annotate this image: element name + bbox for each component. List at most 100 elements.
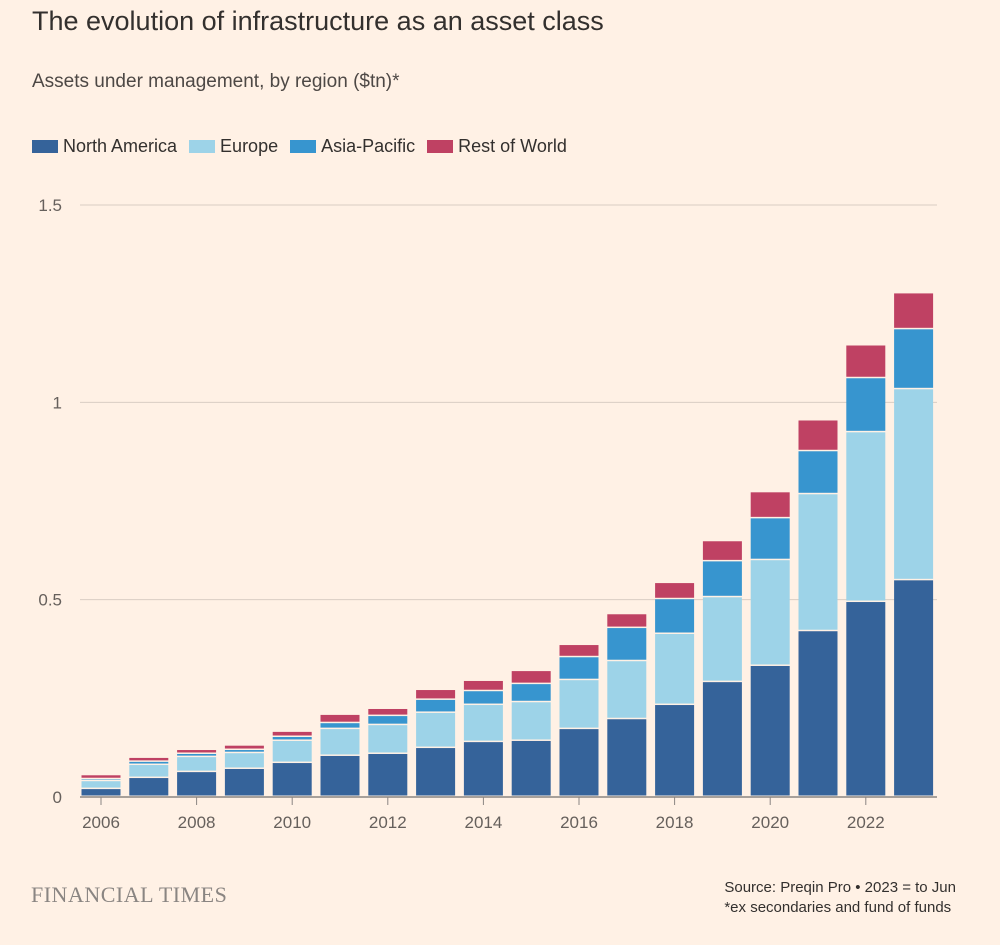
footnote-text: *ex secondaries and fund of funds xyxy=(724,899,952,916)
bar-segment-north-america xyxy=(798,631,838,796)
bar-segment-asia-pacific xyxy=(702,561,742,596)
bar-segment-rest-of-world xyxy=(607,614,647,627)
y-tick-label: 1 xyxy=(53,393,62,412)
legend-swatch xyxy=(290,140,317,153)
source-note: Source: Preqin Pro • 2023 = to Jun *ex s… xyxy=(724,878,956,918)
y-tick-label: 0.5 xyxy=(38,591,62,610)
legend-label: Asia-Pacific xyxy=(321,136,416,156)
bar-segment-north-america xyxy=(655,705,695,796)
chart-title: The evolution of infrastructure as an as… xyxy=(32,6,604,36)
bar-segment-asia-pacific xyxy=(750,518,790,559)
y-tick-label: 0 xyxy=(53,788,62,807)
bar-segment-rest-of-world xyxy=(272,731,312,736)
bar-segment-north-america xyxy=(463,742,503,796)
bar-segment-asia-pacific xyxy=(272,737,312,740)
legend-item-asia-pacific: Asia-Pacific xyxy=(290,136,415,157)
x-tick-label: 2012 xyxy=(369,813,407,832)
bar-segment-asia-pacific xyxy=(368,716,408,724)
bar-segment-north-america xyxy=(177,772,217,796)
bar-segment-north-america xyxy=(320,755,360,796)
bar-segment-europe xyxy=(559,680,599,728)
legend-item-north-america: North America xyxy=(32,136,177,157)
legend-swatch xyxy=(427,140,454,153)
bar-segment-europe xyxy=(511,702,551,740)
bar-segment-north-america xyxy=(559,729,599,796)
x-tick-label: 2006 xyxy=(82,813,120,832)
bar-segment-rest-of-world xyxy=(655,583,695,598)
bar-segment-europe xyxy=(81,781,121,788)
bar-segment-asia-pacific xyxy=(177,753,217,756)
legend-swatch xyxy=(189,140,216,153)
bar-segment-europe xyxy=(272,740,312,762)
ft-logo: FINANCIAL TIMES xyxy=(31,882,228,907)
bar-segment-north-america xyxy=(272,763,312,796)
bar-segment-north-america xyxy=(702,682,742,796)
bar-segment-europe xyxy=(416,712,456,747)
bar-segment-rest-of-world xyxy=(846,345,886,377)
bar-segment-asia-pacific xyxy=(463,691,503,704)
y-tick-label: 1.5 xyxy=(38,196,62,215)
bar-segment-europe xyxy=(798,494,838,630)
bar-segment-asia-pacific xyxy=(798,451,838,493)
bar-segment-north-america xyxy=(129,778,169,796)
bar-segment-europe xyxy=(607,661,647,718)
legend: North America Europe Asia-Pacific Rest o… xyxy=(32,136,567,157)
bar-segment-rest-of-world xyxy=(368,708,408,715)
legend-item-rest-of-world: Rest of World xyxy=(427,136,567,157)
x-tick-label: 2010 xyxy=(273,813,311,832)
x-tick-label: 2018 xyxy=(656,813,694,832)
bar-segment-north-america xyxy=(846,602,886,796)
bar-segment-rest-of-world xyxy=(750,492,790,517)
chart-subtitle: Assets under management, by region ($tn)… xyxy=(32,71,400,92)
bar-segment-europe xyxy=(846,432,886,601)
bar-segment-asia-pacific xyxy=(846,378,886,431)
legend-label: North America xyxy=(63,136,178,156)
bar-segment-europe xyxy=(129,765,169,777)
bar-segment-asia-pacific xyxy=(129,761,169,764)
bar-segment-rest-of-world xyxy=(559,645,599,656)
bar-segment-asia-pacific xyxy=(416,699,456,712)
bar-segment-north-america xyxy=(750,665,790,796)
bar-segment-asia-pacific xyxy=(655,599,695,633)
bar-segment-rest-of-world xyxy=(416,690,456,699)
bar-segment-north-america xyxy=(511,740,551,796)
x-tick-label: 2008 xyxy=(178,813,216,832)
x-tick-label: 2016 xyxy=(560,813,598,832)
bar-segment-rest-of-world xyxy=(224,745,264,749)
bar-segment-rest-of-world xyxy=(320,714,360,722)
bar-segment-asia-pacific xyxy=(511,684,551,701)
bar-segment-asia-pacific xyxy=(559,657,599,679)
legend-label: Rest of World xyxy=(458,136,567,156)
source-text: Source: Preqin Pro • 2023 = to Jun xyxy=(724,879,956,896)
x-tick-label: 2014 xyxy=(464,813,502,832)
bar-segment-north-america xyxy=(894,580,934,796)
bar-segment-europe xyxy=(368,725,408,753)
bar-segment-europe xyxy=(894,389,934,579)
bar-segment-europe xyxy=(177,757,217,771)
bar-segment-rest-of-world xyxy=(702,541,742,560)
legend-swatch xyxy=(32,140,58,153)
bar-segment-rest-of-world xyxy=(511,671,551,683)
legend-label: Europe xyxy=(220,136,279,156)
bar-segment-rest-of-world xyxy=(177,750,217,753)
bar-segment-europe xyxy=(655,634,695,704)
bar-segment-asia-pacific xyxy=(894,329,934,388)
bar-segment-rest-of-world xyxy=(798,420,838,450)
bar-segment-rest-of-world xyxy=(463,680,503,690)
bar-segment-europe xyxy=(463,705,503,741)
bar-segment-north-america xyxy=(81,789,121,796)
bar-segment-rest-of-world xyxy=(894,293,934,328)
bar-segment-rest-of-world xyxy=(129,757,169,761)
bar-segment-north-america xyxy=(416,748,456,796)
bar-segment-europe xyxy=(224,753,264,768)
bar-segment-rest-of-world xyxy=(81,775,121,778)
bar-segment-europe xyxy=(320,729,360,755)
bar-segment-asia-pacific xyxy=(224,750,264,752)
bar-segment-asia-pacific xyxy=(607,628,647,660)
bar-segment-north-america xyxy=(607,719,647,796)
x-tick-label: 2020 xyxy=(751,813,789,832)
bar-segment-europe xyxy=(702,597,742,681)
x-tick-label: 2022 xyxy=(847,813,885,832)
